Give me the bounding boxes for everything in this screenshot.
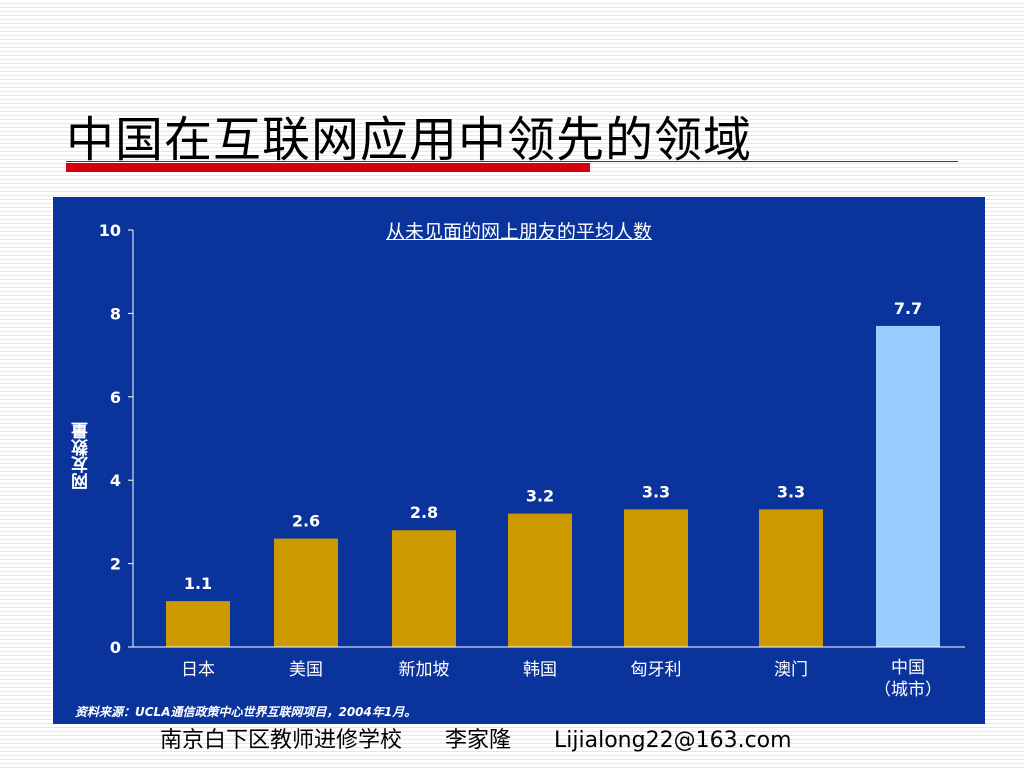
slide-title: 中国在互联网应用中领先的领域 — [66, 112, 753, 168]
x-category-label: 日本 — [181, 660, 215, 680]
bar — [274, 538, 338, 647]
x-category-label-line2: （城市） — [874, 680, 942, 700]
bar-value-label: 2.6 — [292, 512, 320, 531]
chart-title: 从未见面的网上朋友的平均人数 — [385, 221, 652, 243]
title-underline-thin — [66, 161, 958, 162]
bar — [166, 601, 230, 647]
bar-value-label: 1.1 — [184, 574, 212, 593]
source-note: 资料来源：UCLA通信政策中心世界互联网项目，2004年1月。 — [75, 705, 417, 719]
bar — [508, 513, 572, 647]
x-category-label: 新加坡 — [399, 660, 450, 680]
x-category-label: 匈牙利 — [631, 660, 682, 680]
y-tick-label: 8 — [110, 304, 121, 323]
bar — [624, 509, 688, 647]
footer-author: 李家隆 — [445, 728, 512, 753]
y-axis-label: 网友数量 — [72, 422, 92, 490]
bar-value-label: 3.2 — [526, 487, 554, 506]
x-category-label: 美国 — [289, 660, 323, 680]
y-tick-label: 4 — [110, 471, 121, 490]
bar-value-label: 7.7 — [894, 299, 922, 318]
y-tick-label: 10 — [99, 221, 121, 240]
x-category-label: 澳门 — [774, 660, 808, 680]
y-tick-label: 0 — [110, 638, 121, 657]
footer: 南京白下区教师进修学校 李家隆 Lijialong22@163.com — [160, 722, 792, 754]
bar-chart: 0 2 4 6 8 10 1.1 日本 2.6 美国 2.8 新加坡 3.2 韩国 3.3 匈牙利 3.3 澳门 7… — [99, 221, 965, 700]
x-category-label: 中国 — [891, 658, 925, 678]
bar-value-label: 2.8 — [410, 503, 438, 522]
bar-value-label: 3.3 — [777, 482, 805, 501]
bar — [392, 530, 456, 647]
bar — [759, 509, 823, 647]
y-tick-label: 2 — [110, 555, 121, 574]
title-underline-thick — [66, 163, 590, 172]
x-category-label: 韩国 — [523, 660, 557, 680]
chart-panel: 0 2 4 6 8 10 1.1 日本 2.6 美国 2.8 新加坡 3.2 韩国 3.3 匈牙利 3.3 澳门 7… — [53, 197, 985, 724]
y-tick-label: 6 — [110, 388, 121, 407]
footer-school: 南京白下区教师进修学校 — [160, 728, 403, 753]
footer-email: Lijialong22@163.com — [554, 728, 792, 753]
bar-value-label: 3.3 — [642, 482, 670, 501]
bar — [876, 325, 940, 647]
